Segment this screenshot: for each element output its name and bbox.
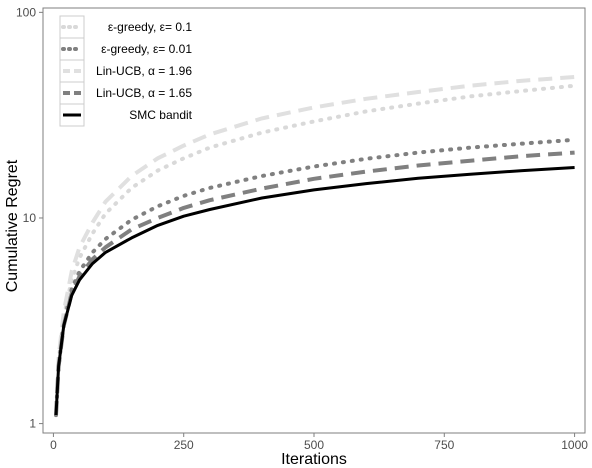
y-tick-label: 100 <box>16 5 36 19</box>
x-axis-title: Iterations <box>281 451 347 468</box>
legend-label-1: ε-greedy, ε= 0.01 <box>101 42 192 56</box>
x-tick-label: 0 <box>50 438 57 452</box>
legend-label-2: Lin-UCB, α = 1.96 <box>96 64 192 78</box>
x-tick-label: 250 <box>174 438 194 452</box>
legend: ε-greedy, ε= 0.1 ε-greedy, ε= 0.01 Lin-UCB… <box>58 14 198 128</box>
y-tick-label: 1 <box>29 417 36 431</box>
series-line-4 <box>54 166 575 416</box>
x-axis: 0 250 500 750 1000 <box>50 433 588 452</box>
x-tick-label: 500 <box>304 438 324 452</box>
series-line-0 <box>54 83 577 418</box>
y-axis-title: Cumulative Regret <box>4 159 21 292</box>
x-tick-label: 750 <box>434 438 454 452</box>
y-axis: 1 10 100 <box>16 5 43 431</box>
legend-label-3: Lin-UCB, α = 1.65 <box>96 86 192 100</box>
legend-label-4: SMC bandit <box>129 108 192 122</box>
series-layer <box>54 75 577 418</box>
legend-label-0: ε-greedy, ε= 0.1 <box>108 20 193 34</box>
y-tick-label: 10 <box>23 211 37 225</box>
x-tick-label: 1000 <box>561 438 588 452</box>
series-line-2 <box>54 75 575 416</box>
